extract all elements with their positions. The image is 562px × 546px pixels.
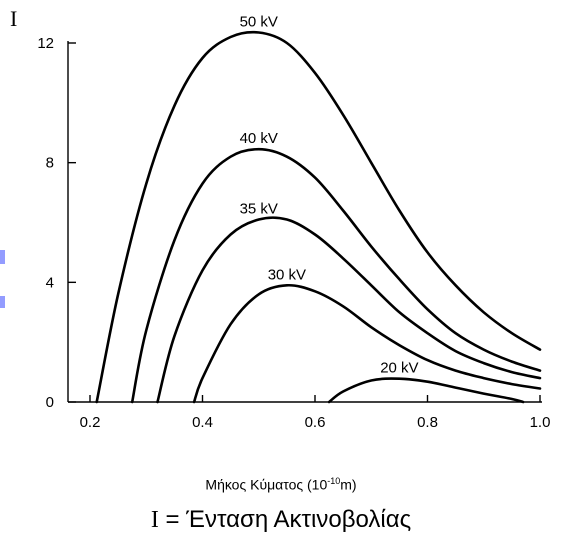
- y-tick-label: 12: [37, 35, 54, 52]
- y-tick-label: 4: [46, 274, 54, 291]
- x-axis-label-prefix: Μήκος Κύματος (10: [205, 476, 328, 493]
- y-tick-label: 0: [46, 394, 54, 411]
- series-label: 35 kV: [240, 201, 278, 218]
- series-line: [130, 147, 542, 404]
- series-label: 30 kV: [268, 266, 306, 283]
- series-label: 20 kV: [380, 360, 418, 377]
- caption-text: = Ένταση Ακτινοβολίας: [158, 506, 412, 533]
- edge-accent-mark: [0, 296, 5, 308]
- chart-axes: 0 4 8 12 0.2 0.4 0.6 0.8 1.0: [37, 35, 550, 431]
- x-tick-label: 1.0: [530, 414, 551, 431]
- chart-curve-labels: 50 kV 40 kV 35 kV 30 kV 20 kV: [240, 14, 419, 377]
- x-tick-label: 0.4: [192, 414, 213, 431]
- series-line: [95, 30, 542, 404]
- chart-curves: [95, 30, 542, 404]
- x-axis-label: Μήκος Κύματος (10-10m): [0, 476, 562, 493]
- x-tick-label: 0.2: [80, 414, 101, 431]
- x-tick-label: 0.8: [417, 414, 438, 431]
- edge-accent-mark: [0, 250, 5, 264]
- series-label: 40 kV: [240, 130, 278, 147]
- y-axis-symbol: I: [10, 6, 17, 31]
- x-axis-label-suffix: m): [340, 476, 357, 493]
- series-line: [156, 216, 542, 404]
- caption-symbol: I: [150, 507, 159, 533]
- series-line: [192, 283, 542, 404]
- x-axis-label-exponent: -10: [327, 476, 341, 486]
- series-label: 50 kV: [240, 14, 278, 31]
- caption: I = Ένταση Ακτινοβολίας: [0, 506, 562, 534]
- chart-svg: 0 4 8 12 0.2 0.4 0.6 0.8 1.0 50 kV 40 kV 35 kV 30 k…: [10, 6, 550, 431]
- x-tick-label: 0.6: [305, 414, 326, 431]
- series-line: [327, 377, 525, 404]
- y-tick-label: 8: [46, 155, 54, 172]
